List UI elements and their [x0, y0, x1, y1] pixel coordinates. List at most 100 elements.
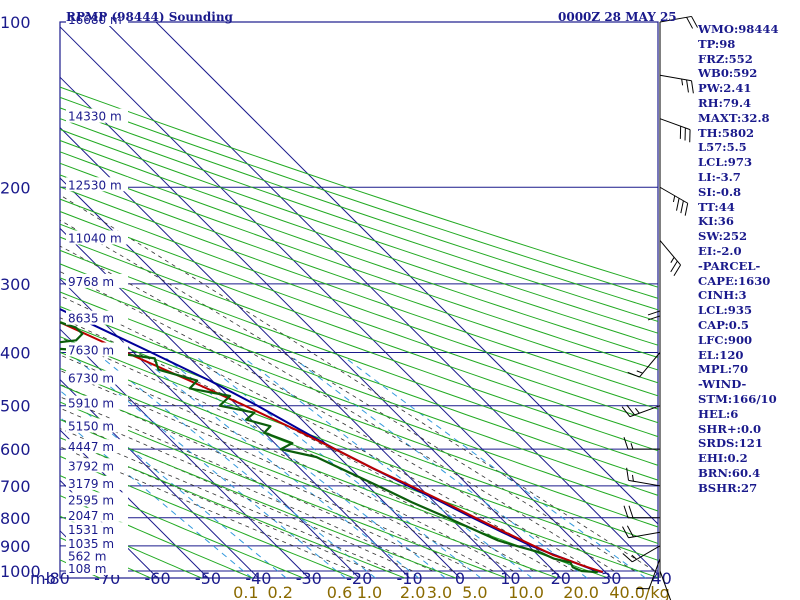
dry-adiabat-line	[59, 128, 659, 334]
temperature-tick-label: -30	[296, 569, 322, 588]
wind-barbs-layer	[621, 15, 698, 600]
mixing-ratio-line	[75, 358, 346, 579]
dry-adiabat-line	[59, 384, 558, 579]
index-line: EL:120	[698, 347, 744, 362]
index-line: CAP:0.5	[698, 317, 749, 332]
index-line: WB0:592	[698, 66, 758, 81]
height-label: 1035 m	[68, 537, 114, 551]
index-line: EHI:0.2	[698, 451, 748, 466]
dewpoint-trace	[59, 321, 598, 574]
wind-barb	[647, 283, 661, 321]
index-line: LI:-3.7	[698, 169, 741, 184]
height-label: 1531 m	[68, 523, 114, 537]
mixing-ratio-label: 20.0	[563, 583, 599, 600]
dry-adiabat-layer	[59, 86, 659, 579]
height-label-bg	[66, 535, 128, 550]
dry-adiabat-line	[59, 249, 659, 466]
height-label-bg	[66, 108, 128, 123]
index-line: CAPE:1630	[698, 273, 771, 288]
pressure-tick-label: 500	[0, 397, 31, 416]
height-label: 108 m	[68, 562, 106, 576]
dry-adiabat-line	[59, 263, 659, 481]
dry-adiabat-line	[60, 174, 659, 384]
height-label-bg	[66, 12, 128, 26]
temperature-tick-label: 10	[500, 569, 520, 588]
height-label: 2047 m	[68, 509, 114, 523]
temperature-tick-label: -10	[397, 569, 423, 588]
wind-barb	[622, 545, 661, 563]
dry-adiabat-line	[59, 419, 456, 579]
pressure-tick-label: 800	[0, 509, 31, 528]
height-label: 6730 m	[68, 372, 114, 386]
stability-index-panel: WMO:98444 TP:98 FRZ:552 WB0:592 PW:2.41 RH:79…	[698, 22, 798, 496]
index-line: L57:5.5	[698, 140, 747, 155]
dry-adiabat-line	[59, 140, 659, 346]
pressure-tick-label: 300	[0, 275, 31, 294]
temperature-tick-label: 30	[601, 569, 621, 588]
mixing-ratio-label: 5.0	[462, 583, 487, 600]
index-line: FRZ:552	[698, 51, 753, 66]
dry-adiabat-line	[59, 211, 659, 424]
moist-adiabat-line	[59, 219, 635, 572]
index-line: TT:44	[698, 199, 735, 214]
wind-barb	[622, 525, 661, 539]
dry-adiabat-line	[59, 107, 659, 311]
height-label: 3792 m	[68, 459, 114, 473]
dry-adiabat-line	[59, 198, 659, 410]
pressure-tick-label: 1000	[0, 562, 41, 581]
dry-adiabat-line	[59, 277, 659, 496]
moist-adiabat-layer	[59, 194, 655, 572]
height-label-bg	[66, 370, 128, 385]
dry-adiabat-line	[59, 236, 659, 452]
wind-barb	[636, 558, 661, 590]
moist-adiabat-line	[59, 245, 615, 572]
index-line: TP:98	[698, 36, 736, 51]
index-line: STM:166/10	[698, 391, 777, 406]
isotherm-line	[59, 76, 562, 579]
dry-adiabat-line	[59, 306, 659, 528]
wind-barb	[659, 240, 681, 277]
temperature-tick-label: 40	[651, 569, 671, 588]
dry-adiabat-line	[59, 401, 507, 579]
mixing-ratio-line	[345, 357, 646, 579]
height-label: 5910 m	[68, 397, 114, 411]
isotherm-line	[105, 21, 659, 575]
height-label-bg	[66, 560, 128, 575]
index-line: MPL:70	[698, 362, 749, 377]
moist-adiabat-line	[59, 437, 373, 572]
dry-adiabat-line	[59, 223, 659, 438]
sounding-title: RPMP (98444) Sounding	[66, 10, 234, 24]
index-line: LFC:900	[698, 332, 753, 347]
mixing-ratio-label: 40.0/kg	[609, 583, 669, 600]
mixing-ratio-layer	[59, 357, 646, 579]
moist-adiabat-line	[59, 446, 353, 572]
temperature-tick-label: -40	[245, 569, 271, 588]
dry-adiabat-line	[59, 437, 405, 579]
height-label: 4447 m	[68, 440, 114, 454]
index-line: SW:252	[698, 229, 748, 244]
index-line: RH:79.4	[698, 95, 752, 110]
index-line: -PARCEL-	[698, 258, 761, 273]
index-line: EI:-2.0	[698, 243, 742, 258]
moist-adiabat-line	[59, 418, 413, 572]
wind-barb	[626, 467, 661, 487]
index-line: TH:5802	[698, 125, 755, 140]
height-label: 7630 m	[68, 344, 114, 358]
height-label: 16680 m	[68, 13, 122, 27]
height-label-bg	[66, 522, 128, 537]
dry-adiabat-line	[59, 151, 659, 358]
isotherm-line	[59, 379, 259, 579]
height-label-bg	[66, 548, 128, 563]
temperature-tick-label: -50	[195, 569, 221, 588]
index-line: WMO:98444	[698, 22, 779, 36]
height-label-bg	[66, 230, 128, 245]
height-label-bg	[66, 310, 128, 325]
moist-adiabat-line	[59, 428, 393, 572]
height-label-bg	[66, 418, 128, 433]
index-line: BSHR:27	[698, 480, 758, 495]
sounding-traces-layer	[59, 308, 604, 574]
mixing-ratio-label: 2.0	[400, 583, 425, 600]
mixing-ratio-label: 0.2	[267, 583, 292, 600]
dry-adiabat-line	[59, 186, 659, 397]
